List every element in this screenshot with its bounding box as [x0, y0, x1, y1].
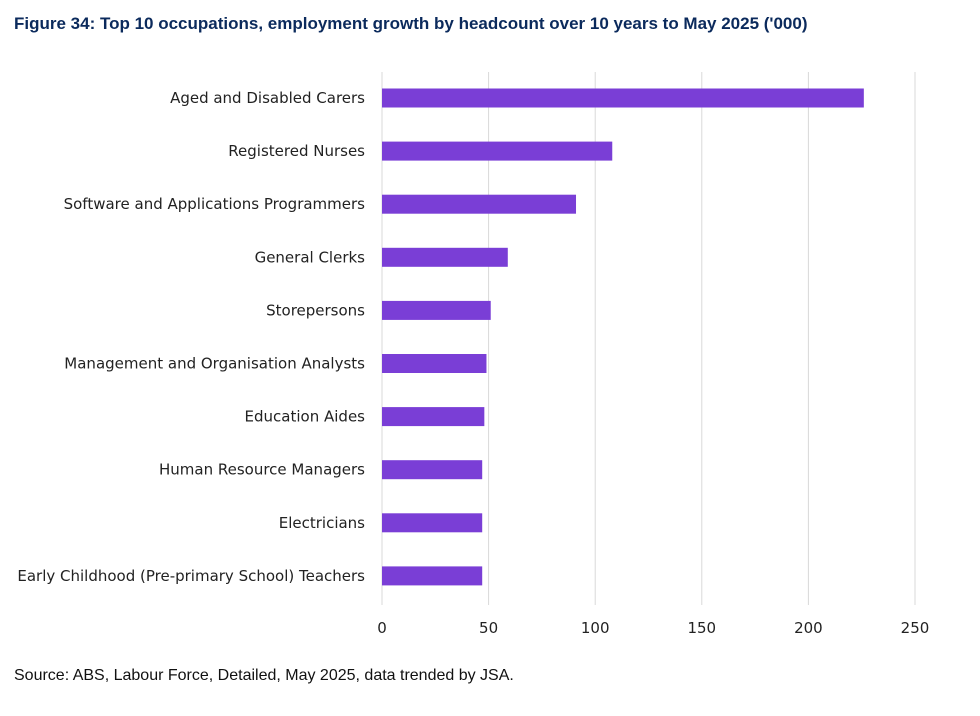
bar-aged-and-disabled-carers — [382, 88, 864, 108]
category-label-management-and-organisation-analysts: Management and Organisation Analysts — [64, 355, 365, 373]
bar-management-and-organisation-analysts — [382, 354, 487, 373]
bar-storepersons — [382, 300, 491, 320]
category-labels: Aged and Disabled Carers Registered Nurse… — [17, 89, 365, 585]
x-tick-label-50: 50 — [479, 619, 498, 637]
x-tick-label-100: 100 — [581, 619, 610, 637]
bar-electricians — [382, 513, 483, 533]
bars — [382, 88, 864, 586]
chart-title: Figure 34: Top 10 occupations, employmen… — [14, 14, 808, 33]
bar-education-aides — [382, 407, 485, 427]
category-label-registered-nurses: Registered Nurses — [228, 142, 365, 160]
bar-registered-nurses — [382, 141, 613, 161]
x-tick-label-200: 200 — [794, 619, 823, 637]
x-tick-label-250: 250 — [901, 619, 930, 637]
category-label-general-clerks: General Clerks — [255, 248, 366, 266]
category-label-electricians: Electricians — [279, 514, 365, 532]
category-label-education-aides: Education Aides — [245, 408, 366, 426]
category-label-software-and-applications-programmers: Software and Applications Programmers — [64, 195, 366, 213]
bar-general-clerks — [382, 247, 508, 267]
x-tick-label-150: 150 — [687, 619, 716, 637]
x-tick-label-0: 0 — [377, 619, 387, 637]
bar-software-and-applications-programmers — [382, 194, 577, 214]
category-label-human-resource-managers: Human Resource Managers — [159, 461, 365, 479]
category-label-storepersons: Storepersons — [266, 301, 365, 319]
bar-human-resource-managers — [382, 460, 483, 480]
x-tick-labels: 0 50 100 150 200 250 — [377, 619, 929, 637]
source-note: Source: ABS, Labour Force, Detailed, May… — [14, 667, 514, 684]
bar-early-childhood-pre-primary-school-teachers — [382, 566, 483, 586]
category-label-aged-and-disabled-carers: Aged and Disabled Carers — [170, 89, 365, 107]
category-label-early-childhood-pre-primary-school-teachers: Early Childhood (Pre-primary School) Tea… — [17, 567, 365, 585]
